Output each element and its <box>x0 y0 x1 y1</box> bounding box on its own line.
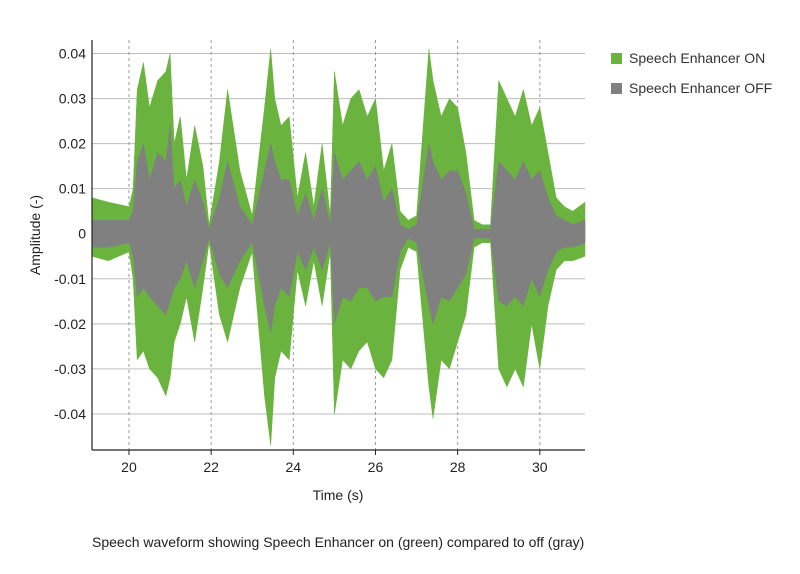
y-tick-label: -0.03 <box>54 361 86 377</box>
y-axis-title: Amplitude (-) <box>27 195 43 275</box>
axes <box>91 40 585 451</box>
series-layer <box>91 48 586 446</box>
y-tick-label: -0.04 <box>54 406 86 422</box>
x-tick-label: 20 <box>121 459 137 475</box>
y-tick-label: 0.01 <box>59 181 86 197</box>
x-axis-title: Time (s) <box>313 487 364 503</box>
legend-label-on: Speech Enhancer ON <box>629 50 765 66</box>
x-tick-label: 30 <box>532 459 548 475</box>
y-tick-labels: 0.04 0.03 0.02 0.01 0 -0.01 -0.02 -0.03 -0.04 <box>54 46 86 422</box>
y-tick-label: 0 <box>78 226 86 242</box>
x-tick-label: 28 <box>450 459 466 475</box>
legend-label-off: Speech Enhancer OFF <box>629 80 772 96</box>
legend-swatch-off <box>611 83 622 94</box>
y-tick-label: -0.02 <box>54 316 86 332</box>
y-tick-label: 0.02 <box>59 136 86 152</box>
x-tick-label: 24 <box>286 459 302 475</box>
x-tick-labels: 20 22 24 26 28 30 <box>121 459 548 475</box>
x-tick-label: 26 <box>368 459 384 475</box>
legend-swatch-on <box>611 53 622 64</box>
legend: Speech Enhancer ON Speech Enhancer OFF <box>611 50 772 96</box>
y-tick-label: -0.01 <box>54 271 86 287</box>
y-tick-label: 0.04 <box>59 46 86 62</box>
chart-caption: Speech waveform showing Speech Enhancer … <box>92 534 585 550</box>
y-tick-label: 0.03 <box>59 91 86 107</box>
series-area-speech-enhancer-off <box>91 125 586 333</box>
x-tick-label: 22 <box>203 459 219 475</box>
